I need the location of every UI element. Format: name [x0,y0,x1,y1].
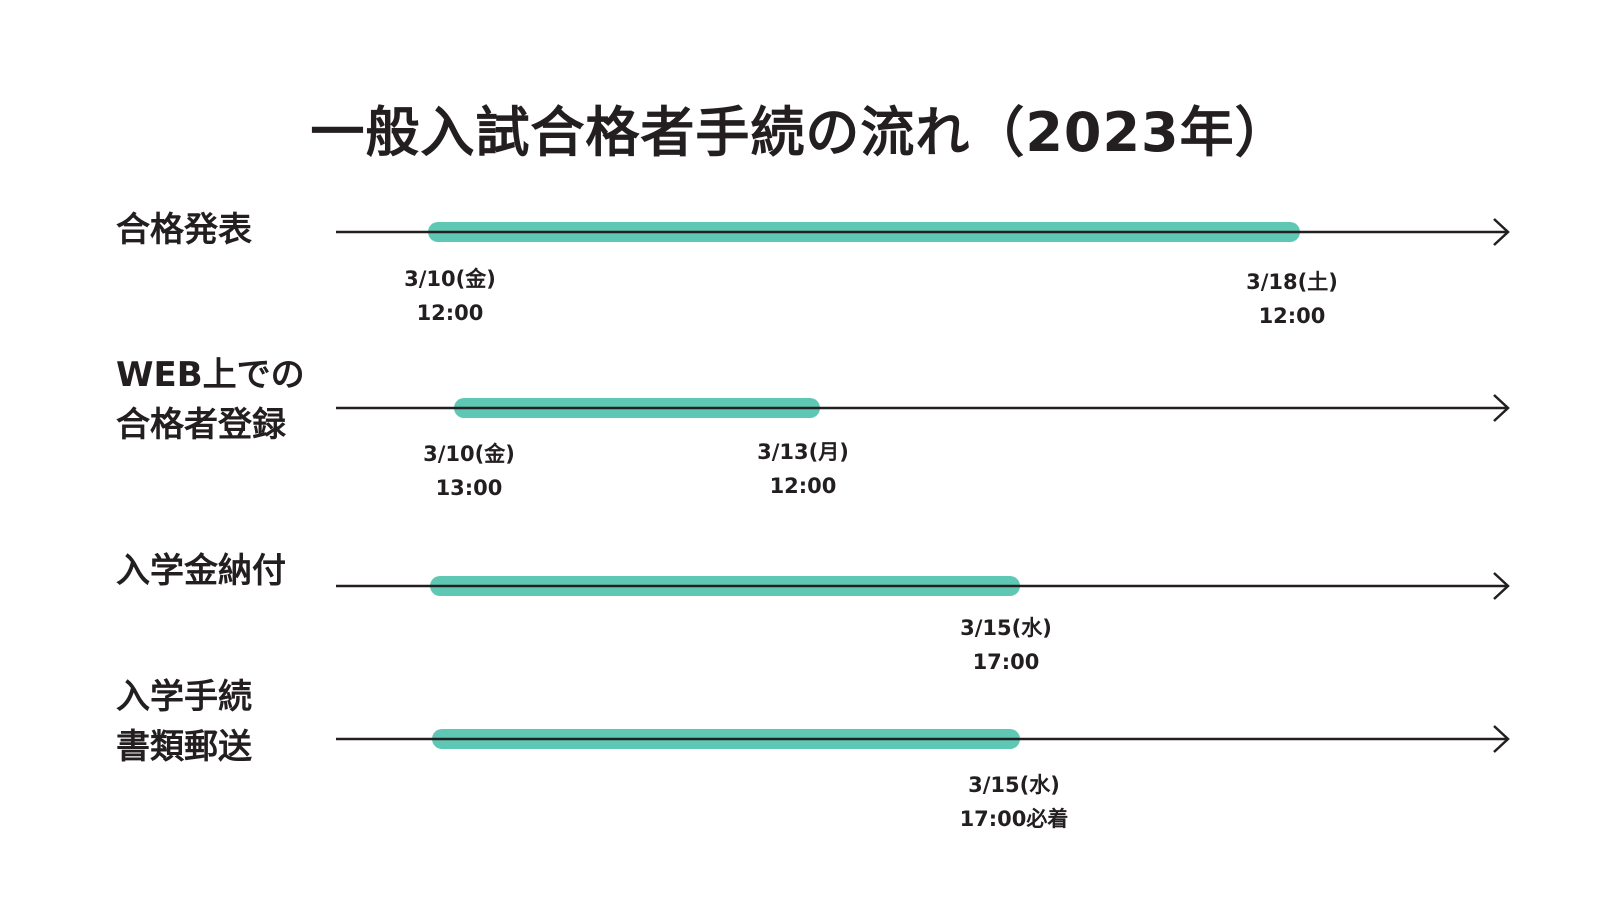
row-label-line: 書類郵送 [116,727,252,767]
date-label-end: 3/15(水) 17:00 [926,611,1086,679]
time-text: 17:00必着 [959,807,1069,831]
time-text: 12:00 [416,301,484,325]
date-text: 3/10(金) [404,267,496,291]
date-text: 3/10(金) [423,442,515,466]
row-label-document-mailing: 入学手続 書類郵送 [116,672,252,772]
time-text: 12:00 [1258,304,1326,328]
arrow-head-icon [1493,218,1510,246]
date-text: 3/15(水) [968,773,1060,797]
row-label-line: 合格発表 [116,210,252,250]
row-label-line: 合格者登録 [116,405,286,445]
timeline-row-announcement [336,218,1510,246]
row-label-line: 入学手続 [116,677,252,717]
time-text: 12:00 [769,474,837,498]
date-text: 3/15(水) [960,616,1052,640]
row-label-line: 入学金納付 [116,551,286,591]
row-label-announcement: 合格発表 [116,205,252,255]
date-label-end: 3/13(月) 12:00 [723,435,883,503]
timeline-row-enrollment-fee [336,572,1510,600]
date-text: 3/18(土) [1246,270,1338,294]
row-label-line: WEB上での [116,355,305,395]
arrow-head-icon [1493,394,1510,422]
row-label-web-registration: WEB上での 合格者登録 [116,350,305,450]
row-label-enrollment-fee: 入学金納付 [116,546,286,596]
date-label-start: 3/10(金) 12:00 [370,262,530,330]
date-text: 3/13(月) [757,440,849,464]
time-text: 13:00 [435,476,503,500]
date-label-end: 3/15(水) 17:00必着 [934,768,1094,836]
page-title: 一般入試合格者手続の流れ（2023年） [310,101,1290,164]
time-text: 17:00 [972,650,1040,674]
date-label-end: 3/18(土) 12:00 [1212,265,1372,333]
date-label-start: 3/10(金) 13:00 [389,437,549,505]
arrow-head-icon [1493,725,1510,753]
arrow-head-icon [1493,572,1510,600]
timeline-row-web-registration [336,394,1510,422]
timeline-row-document-mailing [336,725,1510,753]
